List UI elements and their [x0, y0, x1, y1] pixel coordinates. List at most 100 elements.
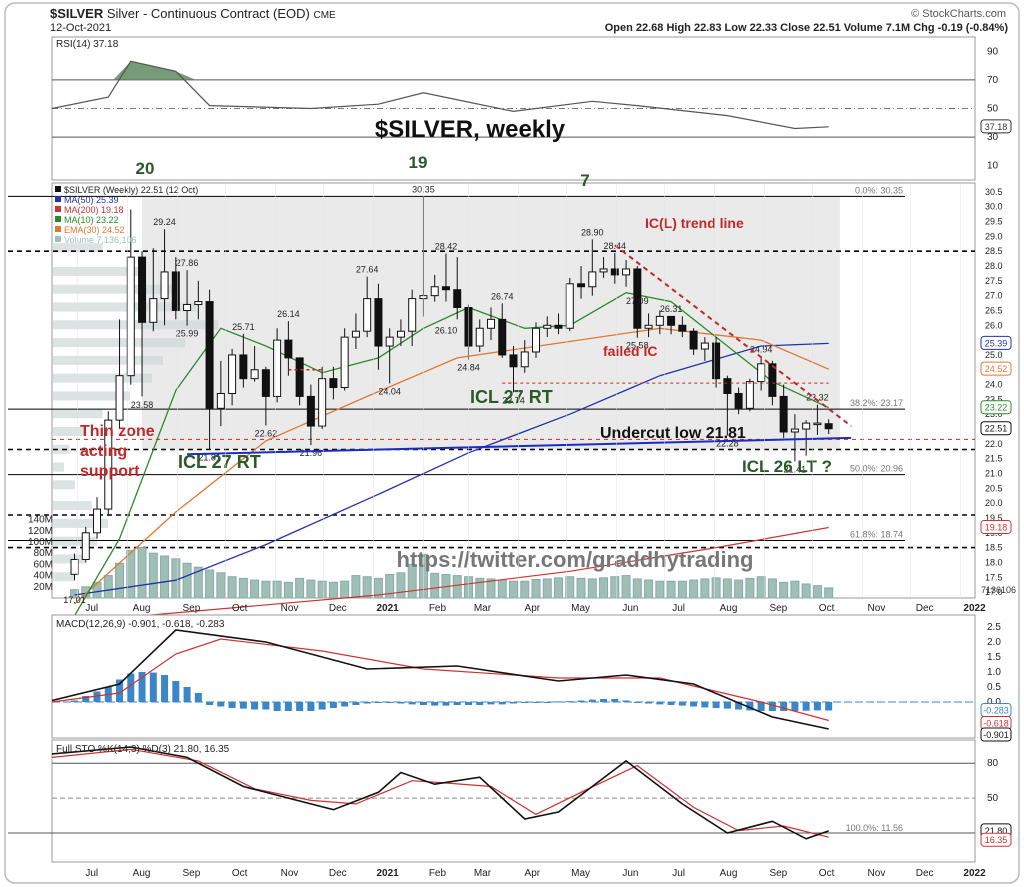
macd-signal-line	[51, 638, 829, 722]
volume-by-price-bar	[53, 373, 152, 383]
macd-histogram-bar	[149, 672, 157, 702]
macd-histogram-bar	[262, 702, 270, 710]
macd-histogram-bar	[284, 702, 292, 711]
price-label: 27.09	[626, 296, 649, 306]
macd-histogram-bar	[633, 702, 641, 703]
volume-bar	[722, 578, 732, 599]
candle-body	[239, 354, 248, 380]
x-axis-label: Sep	[183, 603, 201, 614]
ma10-line	[73, 292, 829, 617]
macd-histogram-bar	[251, 702, 259, 710]
legend-swatch	[55, 226, 61, 232]
macd-histogram-bar	[464, 702, 472, 705]
price-axis-label: 30.0	[985, 202, 1003, 212]
ema30-line	[74, 327, 829, 605]
price-axis-label: 22.0	[985, 439, 1003, 449]
title-annotation: $SILVER, weekly	[375, 116, 566, 143]
macd-histogram-bar	[431, 702, 439, 706]
candle-body	[689, 330, 698, 350]
volume-by-price-bar	[53, 518, 108, 528]
volume-bar	[317, 580, 327, 599]
volume-bar	[351, 575, 361, 599]
macd-histogram-bar	[386, 702, 394, 703]
x-axis-label-bottom: Oct	[232, 868, 248, 879]
price-axis-label: 18.5	[985, 543, 1003, 553]
cycle-count-20: 20	[136, 159, 155, 178]
price-value-tag-box	[980, 335, 1012, 350]
volume-bar	[554, 577, 564, 599]
volume-bar	[655, 580, 665, 599]
candle-body	[104, 419, 113, 510]
volume-bar	[767, 578, 777, 599]
macd-histogram-bar	[341, 702, 349, 707]
x-axis-label-bottom: 2021	[376, 868, 399, 879]
candle-body	[70, 558, 79, 575]
price-value-tag-box	[980, 400, 1012, 415]
failed-ic-annotation: failed IC	[603, 343, 657, 359]
macd-histogram-bar	[352, 702, 360, 705]
volume-bar	[621, 575, 631, 599]
volume-by-price-bar	[53, 391, 130, 401]
sto-d-value-tag-box	[980, 832, 1012, 847]
price-axis-label: 25.0	[985, 350, 1003, 360]
sto-axis-label: 50	[987, 793, 999, 804]
volume-bar	[452, 575, 462, 599]
volume-bar	[700, 578, 710, 599]
macd-histogram-bar	[127, 673, 135, 702]
volume-by-price-bar	[53, 572, 75, 582]
price-axis-label: 23.5	[985, 394, 1003, 404]
candle-body	[824, 423, 833, 430]
volume-bar	[632, 578, 642, 599]
candle-body	[374, 298, 383, 347]
macd-histogram-bar	[735, 702, 743, 710]
candle-body	[610, 268, 619, 276]
macd-histogram-bar	[712, 702, 720, 708]
price-value-tag-box	[980, 519, 1012, 534]
macd-histogram-bar	[82, 696, 90, 702]
price-value-tag: 22.51	[985, 424, 1008, 434]
volume-by-price-bar	[53, 501, 92, 511]
icl-trend-line	[614, 244, 852, 427]
candle-body	[171, 271, 180, 311]
macd-histogram-bar	[172, 681, 180, 702]
candle-body	[622, 268, 631, 276]
price-label: 21.41	[784, 464, 807, 474]
macd-histogram-bar	[363, 702, 371, 704]
macd-axis-label: 0.5	[987, 682, 1001, 693]
candle-body	[543, 324, 552, 329]
volume-axis-label: 80M	[34, 548, 53, 559]
volume-bar	[812, 585, 822, 599]
candle-body	[430, 286, 439, 297]
candle-body	[216, 392, 225, 409]
x-axis-label: Mar	[474, 603, 492, 614]
volume-bar	[475, 577, 485, 599]
legend-swatch	[55, 206, 61, 212]
rsi-overbought-fill	[113, 61, 196, 80]
candle-body	[509, 354, 518, 368]
volume-bar	[542, 578, 552, 599]
macd-histogram-bar	[588, 699, 596, 702]
volume-bar	[227, 576, 237, 599]
fib-label: 61.8%: 18.74	[850, 529, 903, 539]
x-axis-label: Apr	[525, 603, 541, 614]
volume-bar	[666, 580, 676, 599]
candle-body	[498, 318, 507, 356]
candle-body	[306, 395, 315, 427]
price-label: 25.99	[176, 329, 199, 339]
volume-bar	[340, 580, 350, 599]
legend-swatch	[55, 186, 61, 192]
volume-bar	[396, 572, 406, 599]
candle-body	[813, 422, 822, 426]
x-axis-label: Oct	[232, 603, 248, 614]
x-axis-label-bottom: Jul	[672, 868, 685, 879]
volume-bar	[565, 576, 575, 599]
macd-histogram-bar	[723, 702, 731, 709]
outer-frame	[4, 2, 1020, 884]
price-value-tag: 19.18	[985, 522, 1008, 532]
macd-histogram-bar	[678, 702, 686, 706]
volume-bar	[407, 563, 417, 599]
macd-histogram-bar	[757, 702, 765, 711]
x-axis-label: Jul	[672, 603, 685, 614]
price-value-tag: 24.52	[985, 364, 1008, 374]
